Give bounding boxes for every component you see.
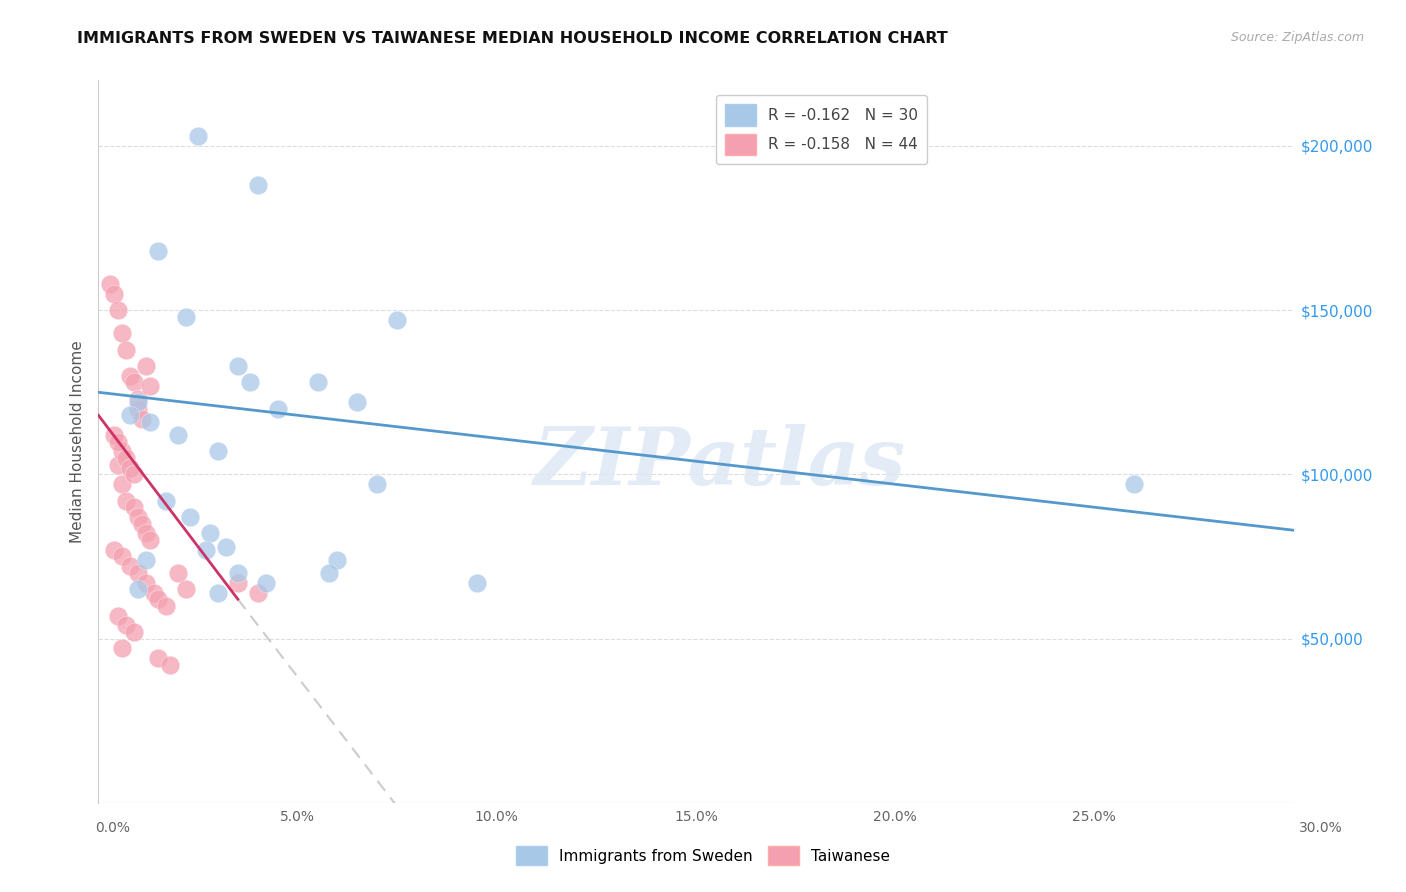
Legend: Immigrants from Sweden, Taiwanese: Immigrants from Sweden, Taiwanese <box>510 840 896 871</box>
Point <box>111 477 134 491</box>
Point <box>120 368 142 383</box>
Point <box>127 395 149 409</box>
Point <box>226 359 249 373</box>
Point <box>124 625 146 640</box>
Legend: R = -0.162   N = 30, R = -0.158   N = 44: R = -0.162 N = 30, R = -0.158 N = 44 <box>716 95 928 164</box>
Point <box>115 493 138 508</box>
Point <box>115 450 138 465</box>
Point <box>148 244 170 258</box>
Point <box>111 326 134 341</box>
Point <box>155 599 177 613</box>
Point <box>111 549 134 564</box>
Point <box>127 392 149 406</box>
Point <box>195 542 218 557</box>
Point <box>115 343 138 357</box>
Point <box>107 434 129 449</box>
Point <box>239 376 262 390</box>
Point <box>267 401 290 416</box>
Point <box>366 477 388 491</box>
Point <box>120 559 142 574</box>
Point <box>346 395 368 409</box>
Point <box>1123 477 1146 491</box>
Point <box>111 641 134 656</box>
Point <box>179 510 201 524</box>
Point <box>103 542 125 557</box>
Point <box>174 582 197 597</box>
Point <box>465 575 488 590</box>
Point <box>135 575 157 590</box>
Point <box>98 277 122 291</box>
Point <box>159 657 181 672</box>
Point <box>198 526 221 541</box>
Point <box>131 516 153 531</box>
Point <box>135 526 157 541</box>
Point <box>246 585 269 599</box>
Point <box>124 500 146 515</box>
Point <box>226 575 249 590</box>
Point <box>115 618 138 632</box>
Point <box>107 608 129 623</box>
Point <box>103 428 125 442</box>
Text: ZIPatlas: ZIPatlas <box>534 425 905 502</box>
Point <box>124 467 146 482</box>
Point <box>127 401 149 416</box>
Point <box>167 428 190 442</box>
Point <box>167 566 190 580</box>
Point <box>135 359 157 373</box>
Point <box>246 178 269 193</box>
Point <box>207 444 229 458</box>
Point <box>307 376 329 390</box>
Point <box>127 510 149 524</box>
Point <box>135 553 157 567</box>
Point <box>143 585 166 599</box>
Point <box>385 313 409 327</box>
Point <box>111 444 134 458</box>
Point <box>215 540 238 554</box>
Point <box>174 310 197 324</box>
Y-axis label: Median Household Income: Median Household Income <box>69 340 84 543</box>
Point <box>139 378 162 392</box>
Point <box>326 553 349 567</box>
Point <box>148 651 170 665</box>
Point <box>155 493 177 508</box>
Text: 30.0%: 30.0% <box>1299 821 1343 835</box>
Point <box>139 533 162 547</box>
Point <box>124 376 146 390</box>
Point <box>318 566 340 580</box>
Point <box>131 411 153 425</box>
Point <box>127 566 149 580</box>
Point <box>107 303 129 318</box>
Text: IMMIGRANTS FROM SWEDEN VS TAIWANESE MEDIAN HOUSEHOLD INCOME CORRELATION CHART: IMMIGRANTS FROM SWEDEN VS TAIWANESE MEDI… <box>77 31 948 46</box>
Text: 0.0%: 0.0% <box>96 821 131 835</box>
Point <box>120 460 142 475</box>
Point <box>254 575 277 590</box>
Point <box>148 592 170 607</box>
Point <box>226 566 249 580</box>
Point <box>127 582 149 597</box>
Point <box>207 585 229 599</box>
Point <box>103 286 125 301</box>
Text: Source: ZipAtlas.com: Source: ZipAtlas.com <box>1230 31 1364 45</box>
Point <box>139 415 162 429</box>
Point <box>107 458 129 472</box>
Point <box>187 129 209 144</box>
Point <box>120 409 142 423</box>
